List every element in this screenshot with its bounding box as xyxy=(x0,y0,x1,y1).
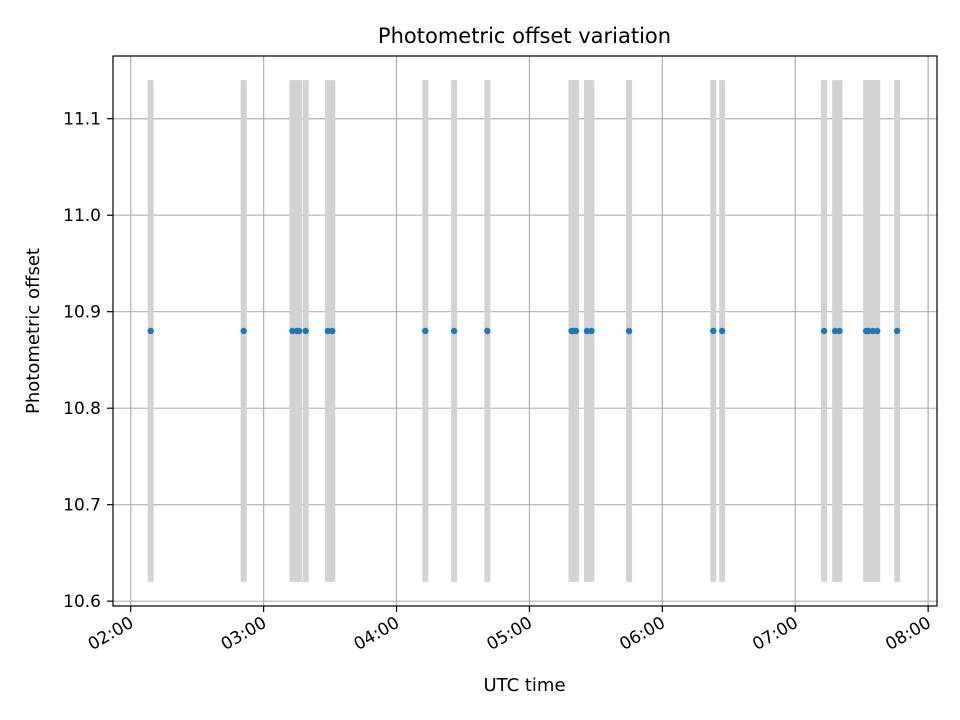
data-point xyxy=(572,327,580,335)
data-point xyxy=(718,327,726,335)
data-point xyxy=(302,327,309,335)
y-tick-label: 11.0 xyxy=(63,206,101,226)
data-point xyxy=(324,327,332,335)
y-axis-ticks: 10.6 10.7 10.8 10.9 11.0 11.1 xyxy=(63,110,113,612)
data-point xyxy=(873,327,881,335)
y-tick-label: 10.9 xyxy=(63,303,101,323)
x-axis-title: UTC time xyxy=(483,675,565,696)
data-point xyxy=(295,327,303,335)
y-tick-label: 10.7 xyxy=(63,496,101,516)
data-point xyxy=(289,327,296,335)
data-point xyxy=(836,327,843,335)
data-point xyxy=(422,327,429,335)
data-point xyxy=(484,327,491,335)
y-tick-label: 10.6 xyxy=(63,592,101,612)
data-point xyxy=(147,327,154,335)
chart-title: Photometric offset variation xyxy=(378,24,671,48)
data-point xyxy=(588,327,595,335)
data-point xyxy=(710,327,717,335)
y-tick-label: 11.1 xyxy=(63,110,101,130)
data-point xyxy=(240,327,247,335)
y-tick-label: 10.8 xyxy=(63,399,101,419)
data-point xyxy=(329,327,336,335)
y-axis-title: Photometric offset xyxy=(23,248,44,414)
data-point xyxy=(893,327,901,335)
data-point xyxy=(831,327,839,335)
grid xyxy=(113,56,937,606)
data-point xyxy=(865,327,872,335)
data-point xyxy=(820,327,828,335)
data-point xyxy=(450,327,458,335)
data-point xyxy=(625,327,633,335)
plot-frame xyxy=(112,55,938,607)
data-point xyxy=(869,327,876,335)
data-points xyxy=(147,327,901,335)
data-point xyxy=(583,327,591,335)
